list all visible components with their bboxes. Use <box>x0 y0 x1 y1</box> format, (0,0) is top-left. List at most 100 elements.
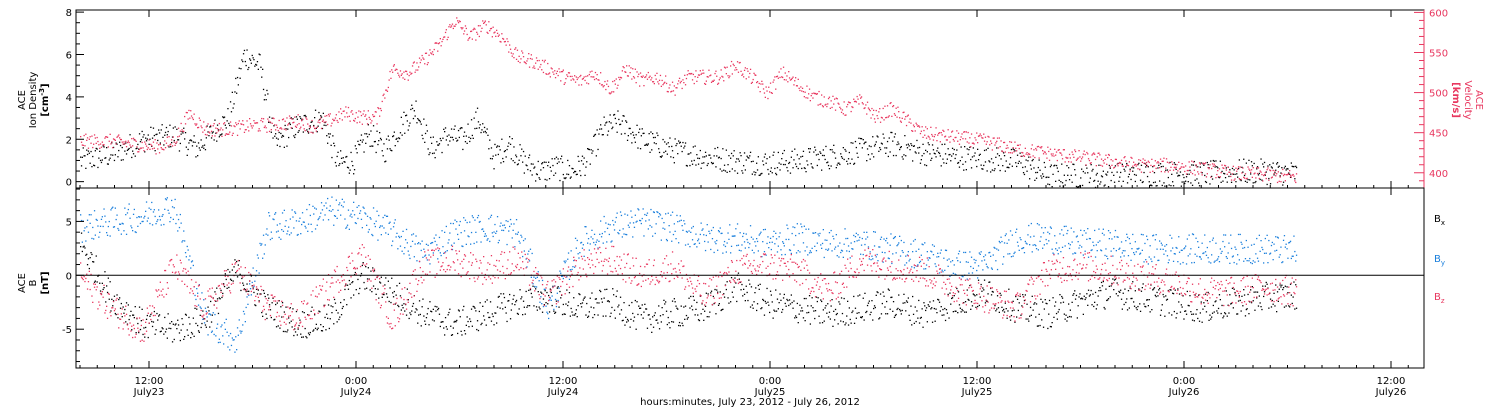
by-point <box>407 250 409 252</box>
density-point <box>767 168 769 171</box>
bx-point <box>834 319 836 321</box>
density-point <box>151 137 154 139</box>
bx-point <box>756 309 758 312</box>
velocity-point <box>245 129 247 131</box>
density-point <box>183 127 185 129</box>
by-point <box>138 216 141 218</box>
velocity-point <box>108 140 110 142</box>
bx-point <box>682 324 684 327</box>
velocity-point <box>372 115 375 118</box>
by-point <box>297 233 299 236</box>
density-point <box>904 135 906 137</box>
velocity-point <box>1199 163 1201 165</box>
velocity-point <box>243 131 246 133</box>
density-point <box>712 162 714 164</box>
velocity-point <box>1011 152 1013 154</box>
density-point <box>1282 181 1285 183</box>
velocity-point <box>1204 163 1206 165</box>
density-point <box>783 149 785 152</box>
density-point <box>1205 181 1208 184</box>
density-point <box>1132 170 1134 172</box>
velocity-point <box>80 136 82 138</box>
velocity-point <box>160 147 162 149</box>
density-point <box>270 131 272 133</box>
bx-point <box>847 300 849 302</box>
bx-point <box>448 311 450 314</box>
bx-point <box>927 304 929 306</box>
velocity-point <box>405 70 408 73</box>
by-point <box>490 214 493 216</box>
density-point <box>126 149 129 151</box>
density-point <box>632 131 634 133</box>
velocity-point <box>765 86 767 88</box>
by-point <box>341 198 343 200</box>
velocity-point <box>672 90 675 92</box>
density-point <box>940 165 942 167</box>
bx-point <box>1001 306 1003 308</box>
density-point <box>1219 160 1221 162</box>
density-point <box>1109 167 1111 169</box>
density-point <box>1094 186 1097 189</box>
velocity-point <box>529 57 532 60</box>
velocity-point <box>814 92 816 95</box>
by-point <box>367 231 369 233</box>
bx-point <box>905 310 907 312</box>
bx-point <box>918 299 920 302</box>
by-point <box>214 313 216 316</box>
density-point <box>219 134 221 136</box>
by-point <box>498 239 500 242</box>
velocity-point <box>149 148 151 150</box>
density-point <box>666 153 668 155</box>
bx-point <box>501 302 503 304</box>
bx-point <box>940 306 942 308</box>
bx-point <box>144 336 146 338</box>
density-point <box>984 161 987 163</box>
velocity-point <box>994 144 996 146</box>
density-point <box>409 122 411 124</box>
bx-point <box>400 309 402 311</box>
density-point <box>1020 162 1022 164</box>
velocity-point <box>1174 167 1176 169</box>
bx-point <box>613 309 616 311</box>
density-point <box>1021 155 1023 157</box>
by-point <box>288 226 290 228</box>
velocity-point <box>1081 156 1084 158</box>
velocity-point <box>294 116 296 118</box>
by-point <box>553 308 555 311</box>
bx-point <box>504 306 506 308</box>
bx-point <box>180 329 182 331</box>
velocity-point <box>980 135 982 137</box>
by-point <box>406 242 408 244</box>
density-point <box>385 160 387 162</box>
by-point <box>536 276 538 278</box>
bx-point <box>877 291 879 294</box>
bx-point <box>155 329 157 331</box>
bx-point <box>811 297 813 299</box>
bx-point <box>1072 294 1074 296</box>
by-point <box>578 257 580 259</box>
bx-point <box>444 317 447 319</box>
density-point <box>860 137 862 140</box>
velocity-point <box>795 77 797 79</box>
velocity-point <box>1054 148 1056 150</box>
velocity-point <box>552 71 554 73</box>
velocity-point <box>1048 159 1051 161</box>
velocity-point <box>909 118 911 120</box>
velocity-point <box>130 146 132 148</box>
bx-point <box>885 313 887 315</box>
bx-point <box>935 308 937 310</box>
velocity-point <box>702 69 704 71</box>
bx-point <box>336 321 338 323</box>
bx-point <box>846 315 848 317</box>
bx-point <box>1059 294 1061 296</box>
by-point <box>333 224 335 226</box>
by-point <box>298 220 300 222</box>
velocity-point <box>482 20 484 22</box>
by-point <box>265 233 267 235</box>
bx-point <box>939 310 941 312</box>
bx-point <box>172 323 174 325</box>
bx-point <box>1100 281 1103 284</box>
velocity-point <box>564 82 566 84</box>
velocity-point <box>411 72 413 74</box>
density-point <box>746 155 748 157</box>
